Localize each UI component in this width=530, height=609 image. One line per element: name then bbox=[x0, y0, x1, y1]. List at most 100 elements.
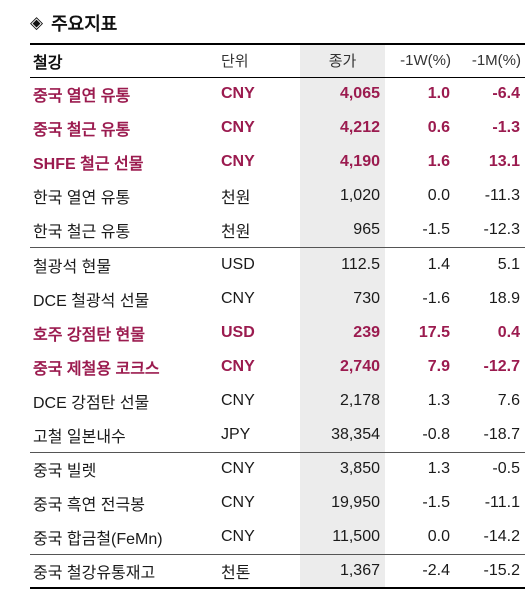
row-change-1w: -0.8 bbox=[422, 425, 450, 443]
table-row: 중국 제철용 코크스 CNY 2,740 7.9 -12.7 bbox=[30, 349, 525, 384]
table-row: 중국 합금철(FeMn) CNY 11,500 0.0 -14.2 bbox=[30, 520, 525, 555]
row-name: 호주 강점탄 현물 bbox=[33, 326, 145, 344]
table-row: 중국 빌렛 CNY 3,850 1.3 -0.5 bbox=[30, 452, 525, 487]
row-name: 고철 일본내수 bbox=[33, 428, 126, 446]
row-unit: CNY bbox=[221, 119, 255, 137]
row-close: 1,020 bbox=[300, 179, 385, 214]
row-name: 한국 열연 유통 bbox=[33, 190, 131, 208]
row-unit: JPY bbox=[221, 425, 251, 443]
row-name: 철광석 현물 bbox=[33, 258, 112, 276]
row-name: 중국 철근 유통 bbox=[33, 122, 131, 140]
row-change-1m: -0.5 bbox=[492, 460, 520, 478]
row-change-1m: -11.3 bbox=[484, 187, 520, 205]
row-name: 중국 흑연 전극봉 bbox=[33, 497, 145, 515]
row-close: 4,065 bbox=[300, 77, 385, 112]
row-change-1w: 1.4 bbox=[427, 255, 450, 273]
row-name: DCE 철광석 선물 bbox=[33, 292, 150, 310]
table-row: 한국 철근 유통 천원 965 -1.5 -12.3 bbox=[30, 213, 525, 248]
table-header-row: 철강 단위 종가 -1W(%) -1M(%) bbox=[30, 44, 525, 77]
section-title: ◈ 주요지표 bbox=[30, 10, 117, 36]
header-category: 철강 bbox=[33, 54, 63, 72]
row-name: 중국 열연 유통 bbox=[33, 88, 131, 106]
row-change-1w: 0.6 bbox=[427, 119, 450, 137]
row-change-1m: 7.6 bbox=[497, 391, 520, 409]
row-change-1m: -12.7 bbox=[483, 357, 520, 375]
row-unit: 천톤 bbox=[221, 565, 251, 583]
row-close: 11,500 bbox=[300, 520, 385, 555]
row-change-1w: 1.3 bbox=[427, 391, 450, 409]
row-unit: USD bbox=[221, 255, 255, 273]
row-unit: CNY bbox=[221, 85, 255, 103]
row-change-1m: -18.7 bbox=[483, 425, 520, 443]
row-close: 38,354 bbox=[300, 417, 385, 453]
table-row: SHFE 철근 선물 CNY 4,190 1.6 13.1 bbox=[30, 145, 525, 180]
row-change-1w: 1.6 bbox=[427, 153, 450, 171]
row-change-1m: -15.2 bbox=[483, 562, 520, 580]
row-change-1w: 7.9 bbox=[427, 357, 450, 375]
row-close: 19,950 bbox=[300, 486, 385, 521]
row-unit: 천원 bbox=[221, 224, 251, 242]
table-row: 호주 강점탄 현물 USD 239 17.5 0.4 bbox=[30, 315, 525, 350]
row-close: 3,850 bbox=[300, 452, 385, 487]
row-close: 1,367 bbox=[300, 554, 385, 589]
row-close: 4,190 bbox=[300, 145, 385, 180]
diamond-icon: ◈ bbox=[30, 13, 44, 32]
row-unit: CNY bbox=[221, 494, 255, 512]
table-row: 중국 철근 유통 CNY 4,212 0.6 -1.3 bbox=[30, 111, 525, 146]
row-name: 한국 철근 유통 bbox=[33, 224, 131, 242]
row-unit: CNY bbox=[221, 460, 255, 478]
row-change-1w: 0.0 bbox=[427, 187, 450, 205]
table-row: DCE 강점탄 선물 CNY 2,178 1.3 7.6 bbox=[30, 383, 525, 418]
row-name: DCE 강점탄 선물 bbox=[33, 394, 150, 412]
row-unit: 천원 bbox=[221, 190, 251, 208]
row-name: 중국 빌렛 bbox=[33, 463, 97, 481]
table-row: DCE 철광석 선물 CNY 730 -1.6 18.9 bbox=[30, 281, 525, 316]
header-close: 종가 bbox=[300, 44, 385, 77]
row-change-1w: 17.5 bbox=[418, 323, 450, 341]
row-unit: CNY bbox=[221, 357, 255, 375]
row-change-1w: -2.4 bbox=[422, 562, 450, 580]
table-row: 중국 열연 유통 CNY 4,065 1.0 -6.4 bbox=[30, 77, 525, 112]
row-close: 4,212 bbox=[300, 111, 385, 146]
row-change-1w: 1.3 bbox=[427, 460, 450, 478]
header-1m: -1M(%) bbox=[471, 52, 521, 70]
table-row: 중국 흑연 전극봉 CNY 19,950 -1.5 -11.1 bbox=[30, 486, 525, 521]
row-close: 2,740 bbox=[300, 349, 385, 384]
row-unit: CNY bbox=[221, 289, 255, 307]
row-close: 2,178 bbox=[300, 383, 385, 418]
row-name: 중국 제철용 코크스 bbox=[33, 360, 160, 378]
row-change-1m: -11.1 bbox=[484, 494, 520, 512]
row-change-1m: 13.1 bbox=[488, 153, 520, 171]
header-1w: -1W(%) bbox=[400, 52, 451, 70]
table-body: 중국 열연 유통 CNY 4,065 1.0 -6.4 중국 철근 유통 CNY 4,212 0… bbox=[30, 77, 525, 589]
row-change-1m: -1.3 bbox=[492, 119, 520, 137]
row-change-1m: -14.2 bbox=[483, 528, 520, 546]
table-row: 고철 일본내수 JPY 38,354 -0.8 -18.7 bbox=[30, 417, 525, 453]
row-change-1w: 0.0 bbox=[427, 528, 450, 546]
row-change-1m: 18.9 bbox=[488, 289, 520, 307]
header-unit: 단위 bbox=[221, 53, 249, 71]
row-unit: CNY bbox=[221, 391, 255, 409]
row-unit: CNY bbox=[221, 153, 255, 171]
row-change-1m: -12.3 bbox=[483, 221, 520, 239]
indicators-table: 철강 단위 종가 -1W(%) -1M(%) 중국 열연 유통 CNY 4,065 1… bbox=[30, 43, 525, 589]
row-close: 730 bbox=[300, 281, 385, 316]
row-name: SHFE 철근 선물 bbox=[33, 156, 144, 174]
row-name: 중국 합금철(FeMn) bbox=[33, 531, 163, 549]
table-row: 한국 열연 유통 천원 1,020 0.0 -11.3 bbox=[30, 179, 525, 214]
row-close: 965 bbox=[300, 213, 385, 248]
table-row: 중국 철강유통재고 천톤 1,367 -2.4 -15.2 bbox=[30, 554, 525, 589]
row-change-1w: -1.5 bbox=[422, 221, 450, 239]
row-close: 239 bbox=[300, 315, 385, 350]
row-change-1m: 5.1 bbox=[497, 255, 520, 273]
row-change-1m: -6.4 bbox=[492, 85, 520, 103]
row-close: 112.5 bbox=[300, 247, 385, 282]
row-unit: CNY bbox=[221, 528, 255, 546]
section-title-text: 주요지표 bbox=[51, 14, 118, 34]
row-unit: USD bbox=[221, 323, 255, 341]
row-change-1m: 0.4 bbox=[497, 323, 520, 341]
row-name: 중국 철강유통재고 bbox=[33, 565, 156, 583]
row-change-1w: -1.6 bbox=[422, 289, 450, 307]
row-change-1w: -1.5 bbox=[422, 494, 450, 512]
table-row: 철광석 현물 USD 112.5 1.4 5.1 bbox=[30, 247, 525, 282]
